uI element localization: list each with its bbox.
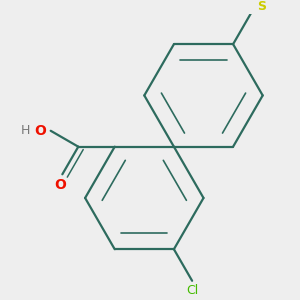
Text: O: O <box>34 124 46 138</box>
Text: Cl: Cl <box>186 284 198 297</box>
Text: S: S <box>257 0 266 13</box>
Text: O: O <box>54 178 66 192</box>
Text: H: H <box>21 124 30 137</box>
